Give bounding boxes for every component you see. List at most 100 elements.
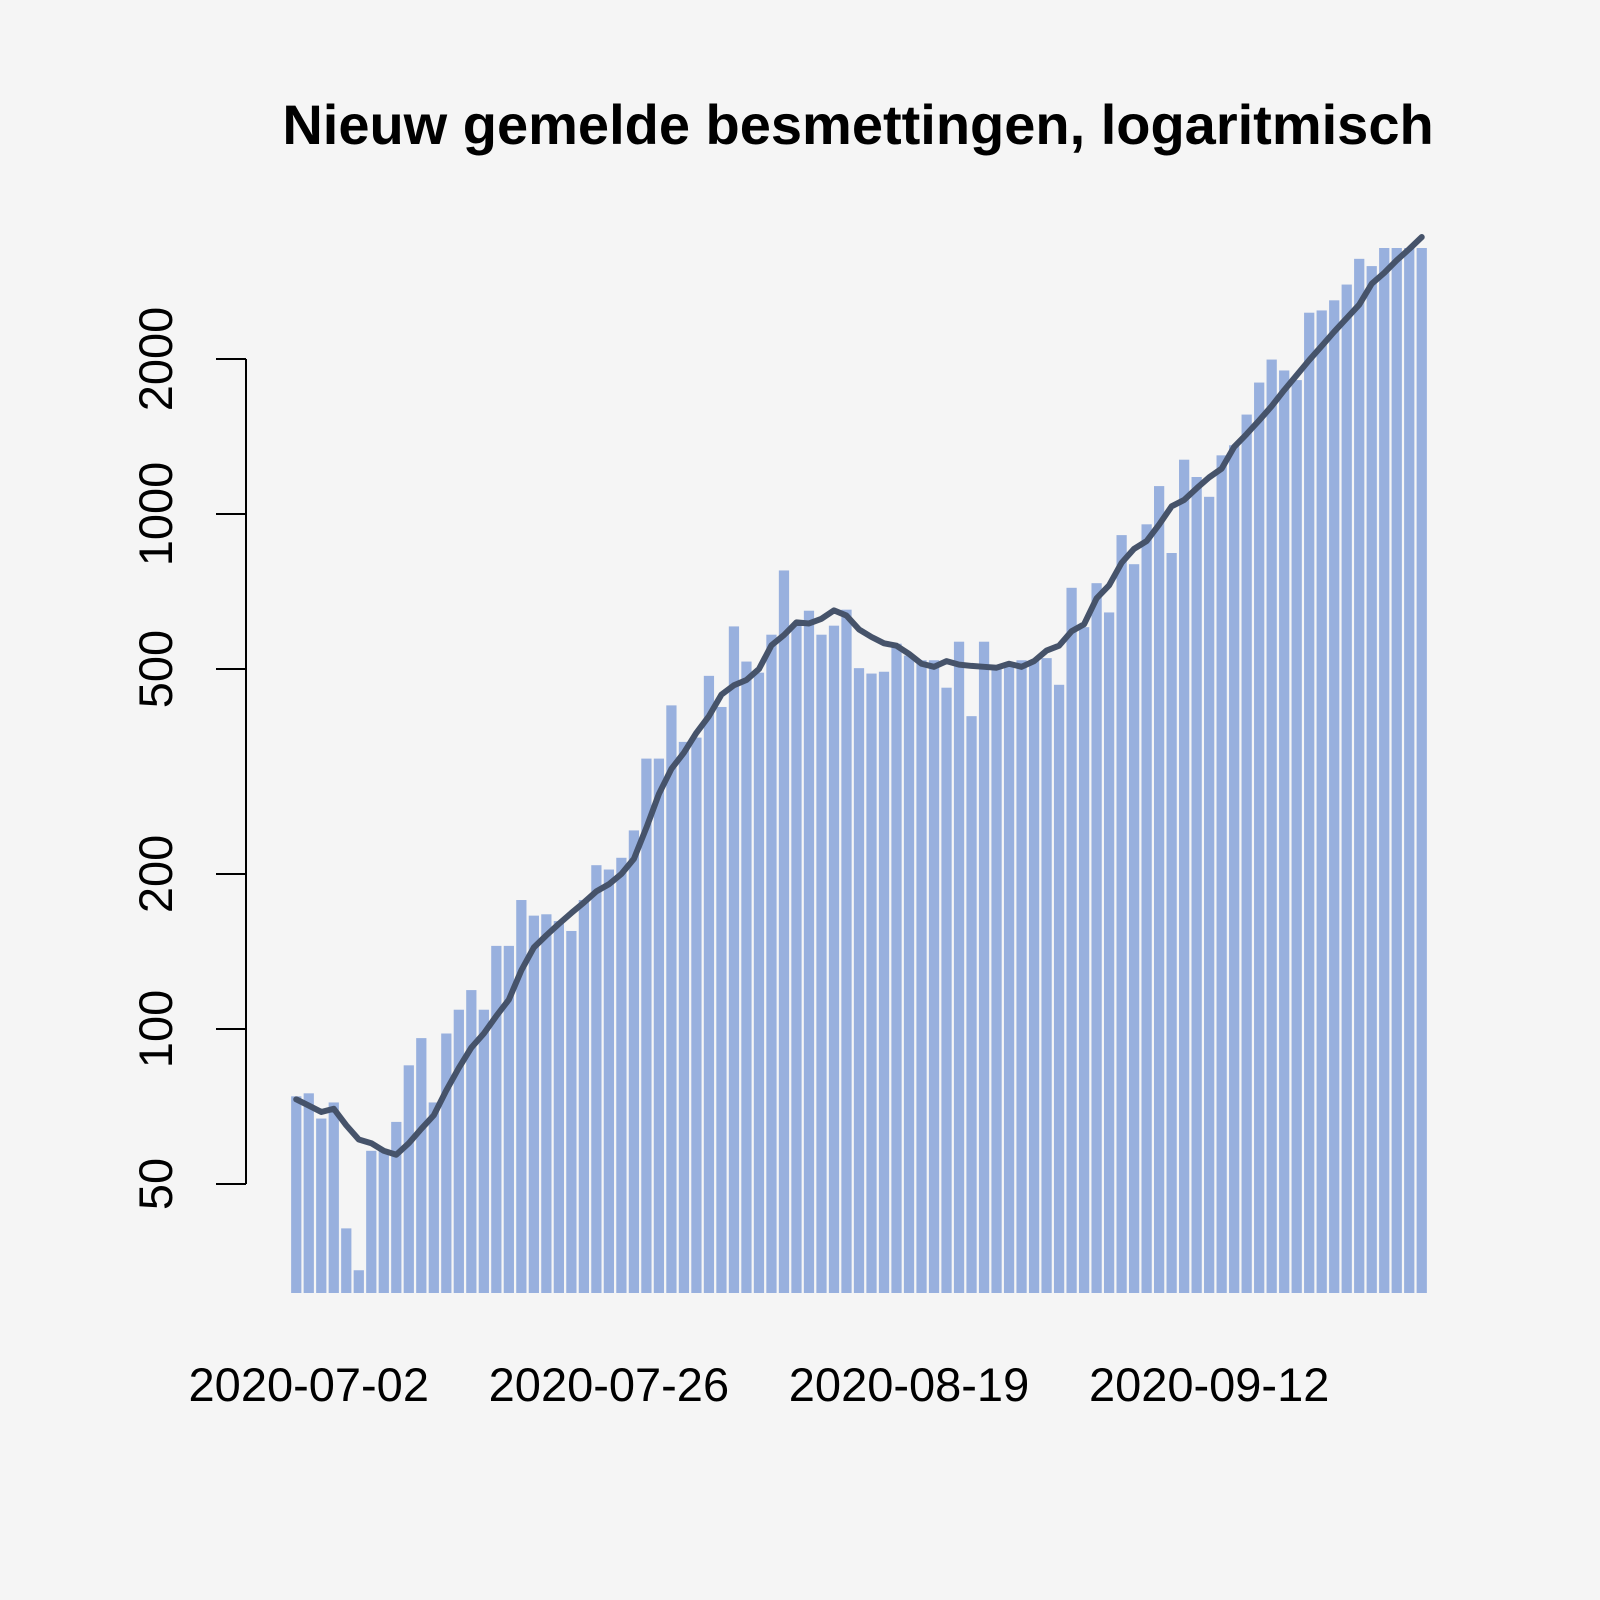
bar-2020-09-06 (1128, 564, 1140, 1293)
bar-2020-08-06 (741, 661, 752, 1293)
chart-title: Nieuw gemelde besmettingen, logaritmisch (282, 93, 1433, 156)
bar-2020-09-18 (1279, 370, 1290, 1294)
bar-2020-07-17 (491, 945, 502, 1293)
x-tick-label-2020-07-02: 2020-07-02 (189, 1358, 429, 1411)
bar-2020-08-17 (878, 671, 890, 1293)
bar-2020-07-08 (378, 1150, 389, 1293)
bar-2020-07-05 (341, 1228, 352, 1293)
bar-2020-07-28 (628, 830, 640, 1293)
bar-2020-08-01 (678, 741, 690, 1293)
bar-2020-08-07 (753, 672, 765, 1293)
bar-2020-08-16 (866, 673, 877, 1293)
bar-2020-08-08 (766, 634, 777, 1293)
bar-2020-07-29 (641, 758, 652, 1293)
x-tick-label-2020-07-26: 2020-07-26 (489, 1358, 729, 1411)
bar-2020-07-23 (566, 930, 577, 1293)
bar-2020-09-01 (1066, 587, 1077, 1293)
bar-2020-08-13 (828, 625, 840, 1293)
bar-2020-09-28 (1404, 248, 1415, 1293)
bar-2020-08-10 (791, 623, 802, 1293)
bar-2020-09-08 (1154, 486, 1165, 1294)
bar-2020-09-23 (1341, 284, 1352, 1293)
bar-2020-08-22 (941, 687, 952, 1293)
bar-2020-09-21 (1316, 310, 1327, 1293)
bar-2020-08-26 (991, 669, 1002, 1293)
bar-2020-08-09 (778, 570, 790, 1293)
bar-2020-07-15 (466, 990, 477, 1293)
bar-2020-07-25 (591, 865, 602, 1293)
bar-2020-08-18 (891, 643, 902, 1293)
bar-2020-08-24 (966, 716, 977, 1293)
bar-2020-08-20 (916, 660, 927, 1293)
bar-2020-07-01 (291, 1096, 302, 1293)
bar-2020-07-31 (666, 705, 677, 1293)
bar-2020-07-19 (516, 900, 527, 1293)
bar-2020-07-10 (403, 1065, 414, 1293)
bar-2020-08-23 (953, 641, 965, 1293)
bar-2020-09-11 (1191, 477, 1202, 1293)
x-tick-label-2020-09-12: 2020-09-12 (1089, 1358, 1329, 1411)
bar-2020-09-05 (1116, 535, 1127, 1293)
bar-2020-08-14 (841, 609, 852, 1293)
bar-2020-09-29 (1416, 248, 1427, 1293)
bar-2020-08-28 (1016, 660, 1027, 1293)
bar-2020-07-22 (553, 921, 564, 1293)
bar-2020-09-15 (1241, 414, 1252, 1293)
bar-2020-07-09 (391, 1121, 402, 1293)
bar-2020-07-03 (316, 1118, 327, 1293)
bar-2020-09-26 (1379, 248, 1390, 1293)
bar-2020-08-04 (716, 706, 727, 1293)
bar-2020-09-10 (1179, 459, 1190, 1293)
bar-2020-07-07 (366, 1150, 377, 1293)
bar-2020-07-27 (616, 857, 627, 1293)
y-tick-label-1000: 1000 (129, 462, 182, 567)
bar-2020-09-25 (1366, 266, 1377, 1294)
bar-2020-07-16 (478, 1009, 489, 1293)
bar-2020-09-13 (1216, 455, 1227, 1294)
moving-average-line (293, 234, 1425, 1158)
bar-2020-07-14 (453, 1009, 464, 1293)
bar-2020-08-15 (853, 668, 865, 1293)
bar-2020-08-31 (1053, 684, 1065, 1293)
bar-2020-08-29 (1028, 660, 1040, 1293)
bar-2020-09-03 (1091, 583, 1102, 1293)
x-tick-label-2020-08-19: 2020-08-19 (789, 1358, 1029, 1411)
bar-2020-08-11 (803, 610, 815, 1293)
bar-2020-07-11 (416, 1038, 427, 1293)
bar-2020-07-06 (353, 1270, 364, 1293)
y-tick-label-2000: 2000 (129, 307, 182, 412)
bar-2020-09-20 (1304, 312, 1315, 1293)
bar-2020-07-04 (328, 1102, 339, 1293)
y-axis: 50 100 200 500 1000 2000 (129, 307, 247, 1210)
bar-2020-08-21 (928, 660, 940, 1293)
bar-2020-09-17 (1266, 359, 1277, 1293)
y-tick-label-500: 500 (129, 630, 182, 708)
bar-2020-09-12 (1204, 496, 1215, 1293)
bar-2020-07-12 (428, 1102, 439, 1293)
bar-2020-07-24 (578, 900, 589, 1293)
bar-2020-09-24 (1354, 258, 1365, 1294)
bar-2020-08-05 (728, 626, 740, 1293)
bar-2020-08-02 (691, 737, 702, 1293)
bar-2020-07-21 (541, 914, 552, 1293)
bar-2020-08-19 (903, 655, 915, 1293)
bar-2020-08-25 (978, 641, 990, 1293)
y-tick-label-100: 100 (129, 990, 182, 1068)
bar-2020-07-02 (303, 1093, 314, 1293)
bar-2020-07-20 (528, 915, 539, 1293)
bar-2020-08-12 (816, 634, 827, 1293)
bar-2020-09-02 (1078, 627, 1090, 1293)
bar-2020-07-18 (503, 945, 514, 1293)
x-axis: 2020-07-02 2020-07-26 2020-08-19 2020-09-12 (189, 1358, 1330, 1411)
bar-2020-08-03 (703, 675, 715, 1293)
bar-2020-07-26 (603, 869, 615, 1293)
bar-2020-09-22 (1329, 300, 1340, 1293)
bar-2020-08-27 (1003, 664, 1015, 1293)
bar-2020-08-30 (1041, 658, 1052, 1293)
bar-2020-09-19 (1291, 380, 1302, 1294)
bar-2020-07-13 (441, 1033, 452, 1293)
y-tick-label-200: 200 (129, 835, 182, 913)
y-tick-label-50: 50 (129, 1158, 182, 1210)
